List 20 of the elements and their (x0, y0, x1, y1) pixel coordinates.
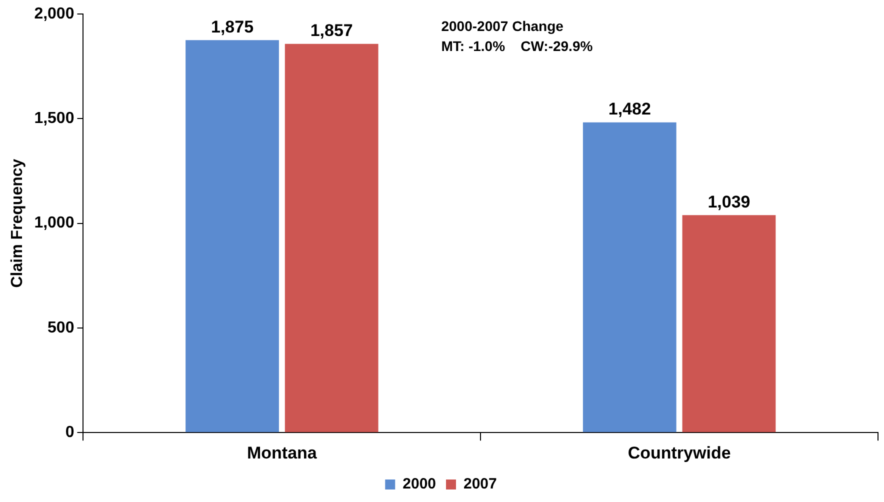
annotation: MT: -1.0% CW:-29.9% (441, 38, 594, 54)
data-label: 1,875 (210, 17, 254, 36)
y-tick-label: 0 (65, 424, 74, 442)
legend-label: 2007 (464, 476, 497, 493)
y-tick-label: 1,000 (34, 214, 74, 232)
x-tick-label: Montana (246, 443, 318, 462)
data-label: 1,039 (708, 192, 750, 212)
annotation: 2000-2007 Change (441, 18, 564, 34)
y-axis-title: Claim Frequency (9, 158, 26, 288)
bar (582, 122, 676, 432)
legend-label: 2000 (402, 476, 436, 493)
x-tick-label: Countrywide (628, 443, 731, 462)
data-label: 1,857 (310, 21, 353, 40)
y-tick-label: 1,500 (34, 110, 74, 128)
data-label: 1,482 (608, 100, 651, 119)
bar (284, 44, 378, 432)
bar (682, 215, 776, 432)
bar (186, 40, 279, 432)
y-tick-label: 2,000 (34, 5, 74, 22)
y-tick-label: 500 (48, 319, 74, 336)
